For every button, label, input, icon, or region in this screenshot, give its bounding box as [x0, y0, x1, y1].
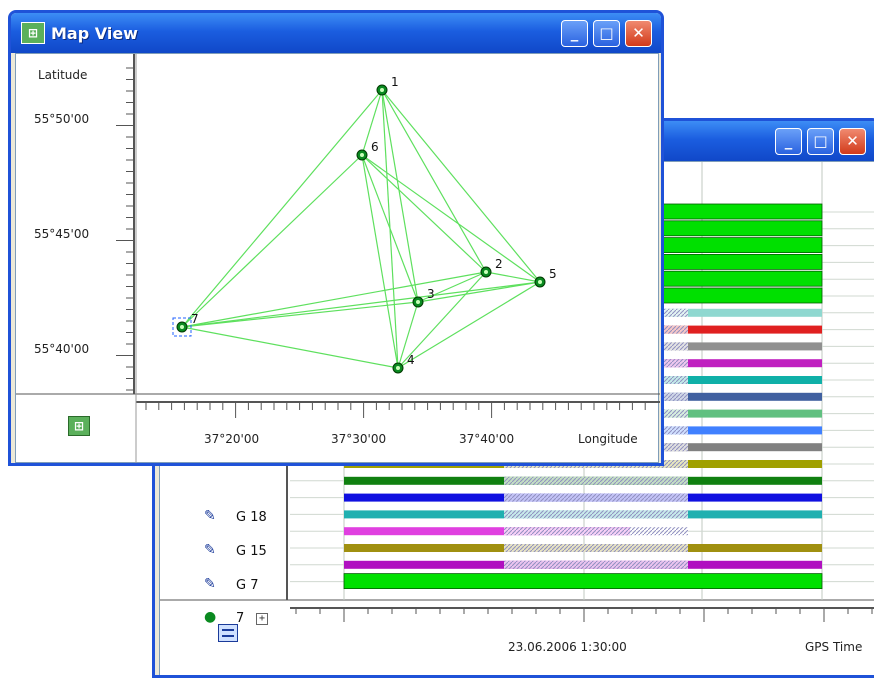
- map-point-center: [416, 300, 420, 304]
- row-label: G 7: [236, 578, 259, 593]
- map-point-center: [180, 325, 184, 329]
- hatched-segment: [504, 510, 688, 519]
- map-point-label: 2: [495, 257, 503, 271]
- hatched-segment: [504, 544, 688, 552]
- map-point-label: 4: [407, 353, 415, 367]
- map-point-label: 5: [549, 267, 557, 281]
- map-link-line: [397, 271, 487, 369]
- expand-toggle[interactable]: +: [256, 613, 268, 625]
- map-link-line: [417, 271, 487, 303]
- map-point-center: [538, 280, 542, 284]
- hatched-segment: [504, 527, 688, 536]
- row-label: G 18: [236, 510, 267, 525]
- receiver-icon: ●: [204, 609, 217, 625]
- satellite-icon: ✎: [204, 576, 216, 592]
- map-link-line: [417, 281, 541, 303]
- latitude-axis-label: Latitude: [38, 68, 88, 82]
- minimize-button[interactable]: _: [561, 20, 588, 47]
- map-view-icon[interactable]: ⊞: [68, 416, 90, 436]
- row-label: G 15: [236, 544, 267, 559]
- map-plot: 1 2 3 4 5 6 7: [16, 54, 660, 463]
- map-link-line: [181, 281, 541, 328]
- map-link-line: [361, 154, 487, 273]
- selected-point-marker: [172, 317, 192, 337]
- map-link-line: [361, 154, 419, 303]
- lon-tick-label: 37°40'00: [459, 432, 515, 446]
- map-point-label: 1: [391, 75, 399, 89]
- map-window-titlebar[interactable]: ⊞ Map View _ □ ✕: [11, 13, 661, 53]
- map-point-center: [360, 153, 364, 157]
- map-point-center: [380, 88, 384, 92]
- satellite-icon: ✎: [204, 542, 216, 558]
- map-link-line: [181, 326, 399, 369]
- map-link-line: [361, 89, 383, 156]
- row-label: 7: [236, 611, 245, 626]
- map-link-line: [181, 89, 383, 328]
- map-link-line: [381, 89, 487, 273]
- map-link-line: [381, 89, 419, 303]
- hatched-segment: [504, 476, 688, 485]
- map-link-line: [485, 271, 541, 283]
- close-button[interactable]: ✕: [839, 128, 866, 155]
- visibility-bar: [344, 527, 630, 536]
- map-window-title: Map View: [51, 24, 138, 43]
- lon-tick-label: 37°20'00: [204, 432, 260, 446]
- map-client-area: 1 2 3 4 5 6 7 Latitude 55°50'00 55°45'00 55°40…: [15, 53, 660, 463]
- gps-time-axis-label: GPS Time: [805, 640, 863, 654]
- map-point-center: [484, 270, 488, 274]
- longitude-axis-label: Longitude: [578, 432, 638, 446]
- close-button[interactable]: ✕: [625, 20, 652, 47]
- gps-time-tick-label: 23.06.2006 1:30:00: [508, 640, 627, 654]
- map-app-icon: ⊞: [21, 22, 45, 44]
- map-view-window: ⊞ Map View _ □ ✕ 1 2 3 4 5 6 7 Latitude 55°50'…: [8, 10, 664, 466]
- map-link-line: [381, 89, 541, 283]
- satellite-icon: ✎: [204, 508, 216, 524]
- map-point-label: 3: [427, 287, 435, 301]
- map-link-line: [361, 154, 399, 369]
- timeline-view-icon[interactable]: [218, 624, 238, 642]
- visibility-bar: [343, 573, 823, 590]
- map-link-line: [181, 271, 487, 328]
- minimize-button[interactable]: _: [775, 128, 802, 155]
- map-link-line: [361, 154, 541, 283]
- map-link-line: [181, 301, 419, 328]
- map-point-label: 6: [371, 140, 379, 154]
- map-link-line: [397, 281, 541, 369]
- lat-tick-label: 55°50'00: [34, 112, 90, 126]
- lon-tick-label: 37°30'00: [331, 432, 387, 446]
- map-point-center: [396, 366, 400, 370]
- maximize-button[interactable]: □: [807, 128, 834, 155]
- lat-tick-label: 55°40'00: [34, 342, 90, 356]
- lat-tick-label: 55°45'00: [34, 227, 90, 241]
- map-link-line: [181, 154, 363, 328]
- hatched-segment: [504, 493, 688, 502]
- maximize-button[interactable]: □: [593, 20, 620, 47]
- map-point-label: 7: [191, 312, 199, 326]
- hatched-segment: [504, 560, 688, 569]
- map-link-line: [397, 301, 419, 369]
